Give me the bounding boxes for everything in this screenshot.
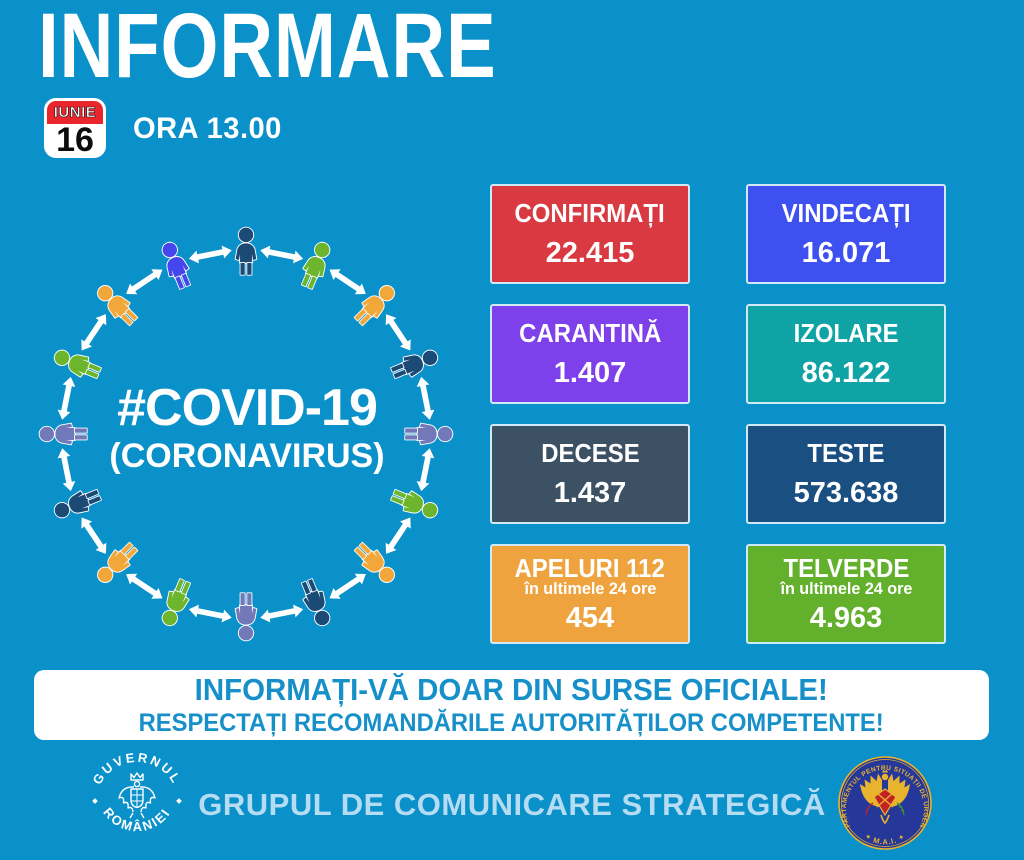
person-icon (388, 484, 442, 524)
stat-box-teste: TESTE 573.638 (746, 424, 946, 524)
double-arrow-icon (122, 568, 167, 604)
person-icon (234, 226, 258, 276)
stat-sublabel: în ultimele 24 ore (780, 578, 912, 598)
calendar-icon: IUNIE 16 (44, 98, 106, 158)
double-arrow-icon (76, 310, 112, 355)
double-arrow-icon (122, 264, 167, 300)
person-icon (296, 576, 336, 630)
stat-label: CARANTINĂ (518, 318, 662, 348)
coronavirus-text: (CORONAVIRUS) (109, 437, 384, 475)
stat-label: APELURI 112 (514, 553, 666, 584)
double-arrow-icon (414, 375, 437, 421)
covid-hashtag-text: #COVID-19 (117, 379, 377, 437)
double-arrow-icon (187, 243, 233, 266)
advisory-line-2: RESPECTAȚI RECOMANDĂRILE AUTORITĂȚILOR C… (138, 709, 885, 737)
report-time: ORA 13.00 (133, 112, 282, 145)
person-icon (234, 592, 258, 642)
advisory-banner: INFORMAȚI-VĂ DOAR DIN SURSE OFICIALE! RE… (34, 670, 989, 740)
stat-value: 454 (565, 601, 615, 634)
double-arrow-icon (380, 513, 416, 558)
stat-value: 1.407 (553, 357, 627, 389)
calendar-month: IUNIE (47, 101, 103, 124)
advisory-line-1: INFORMAȚI-VĂ DOAR DIN SURSE OFICIALE! (194, 672, 829, 707)
double-arrow-icon (259, 243, 305, 266)
double-arrow-icon (55, 375, 78, 421)
stat-label: CONFIRMAȚI (514, 198, 666, 228)
double-arrow-icon (325, 264, 370, 300)
stat-box-decese: DECESE 1.437 (490, 424, 690, 524)
double-arrow-icon (187, 602, 233, 625)
stat-value: 573.638 (793, 477, 899, 509)
dsu-eagle-emblem (860, 769, 910, 825)
person-icon (38, 422, 88, 446)
stat-box-apeluri-112: APELURI 112 în ultimele 24 ore 454 (490, 544, 690, 644)
stat-value: 16.071 (801, 237, 891, 269)
stat-label: TELVERDE (783, 553, 909, 584)
stat-box-telverde: TELVERDE în ultimele 24 ore 4.963 (746, 544, 946, 644)
person-icon (404, 422, 454, 446)
stat-label: DECESE (540, 438, 640, 468)
dsu-seal-icon: DEPARTAMENTUL PENTRU SITUAȚII DE URGENȚĂ… (837, 755, 932, 850)
double-arrow-icon (55, 447, 78, 493)
person-icon (50, 344, 104, 384)
stat-label: VINDECAȚI (781, 198, 911, 228)
calendar-day: 16 (47, 123, 103, 155)
stat-sublabel: în ultimele 24 ore (524, 578, 656, 598)
double-arrow-icon (259, 602, 305, 625)
person-icon (156, 576, 196, 630)
person-icon (388, 344, 442, 384)
people-ring-graphic: #COVID-19 (CORONAVIRUS) (38, 226, 454, 642)
stat-box-confirmati: CONFIRMAȚI 22.415 (490, 184, 690, 284)
stat-value: 22.415 (545, 237, 635, 269)
romanian-coat-of-arms (118, 772, 156, 819)
double-arrow-icon (380, 310, 416, 355)
page-title: INFORMARE (38, 0, 497, 97)
stat-label: IZOLARE (793, 318, 899, 348)
footer-title: GRUPUL DE COMUNICARE STRATEGICĂ (198, 787, 826, 822)
person-icon (156, 238, 196, 292)
double-arrow-icon (325, 568, 370, 604)
double-arrow-icon (76, 513, 112, 558)
stat-box-izolare: IZOLARE 86.122 (746, 304, 946, 404)
stat-box-vindecati: VINDECAȚI 16.071 (746, 184, 946, 284)
stat-box-carantina: CARANTINĂ 1.407 (490, 304, 690, 404)
stat-value: 86.122 (801, 357, 891, 389)
stat-value: 4.963 (809, 601, 883, 634)
double-arrow-icon (414, 447, 437, 493)
stat-value: 1.437 (553, 477, 627, 509)
person-icon (50, 484, 104, 524)
government-seal-icon: GUVERNUL ROMÂNIEI (89, 753, 182, 834)
stat-label: TESTE (807, 438, 885, 468)
person-icon (296, 238, 336, 292)
